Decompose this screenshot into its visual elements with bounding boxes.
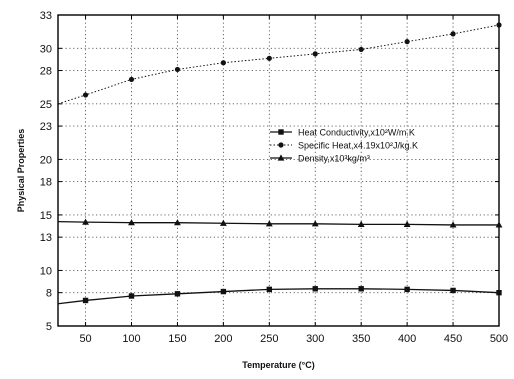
x-tick-label: 150 (168, 333, 186, 345)
data-point (450, 31, 456, 37)
series-line (57, 288, 500, 305)
data-point (265, 220, 273, 227)
x-tick-label: 300 (306, 333, 324, 345)
legend-label: Heat Conductivity,x10²W/m.K (298, 128, 415, 138)
data-point (449, 221, 457, 228)
legend-label: Density,x10³kg/m³ (298, 154, 370, 164)
y-tick-label: 33 (40, 10, 52, 22)
y-tick-label: 28 (40, 66, 52, 78)
data-point (404, 39, 410, 45)
x-tick-label: 450 (444, 333, 462, 345)
data-point (128, 219, 135, 226)
series-0 (57, 286, 502, 305)
x-tick-label: 250 (260, 333, 278, 345)
data-point (128, 76, 135, 83)
series-layer (57, 22, 503, 305)
x-tick-label: 500 (490, 333, 508, 345)
data-point (496, 289, 502, 296)
y-tick-label: 30 (40, 43, 52, 55)
y-tick-label: 25 (40, 99, 52, 111)
series-2 (57, 218, 503, 228)
data-point (174, 219, 181, 226)
y-tick-label: 8 (46, 288, 52, 300)
x-tick-label: 50 (79, 333, 91, 345)
data-point (311, 220, 319, 227)
legend-marker (278, 129, 284, 135)
data-point (312, 51, 318, 57)
data-point (174, 66, 181, 73)
data-point (450, 287, 456, 294)
data-point (404, 286, 410, 293)
y-tick-label: 10 (40, 265, 52, 277)
legend-marker (278, 142, 284, 148)
data-point (174, 291, 181, 297)
legend-marker (277, 154, 285, 161)
data-point (220, 60, 226, 66)
data-point (82, 297, 89, 304)
y-tick-label: 20 (40, 154, 52, 166)
series-1 (57, 22, 502, 105)
data-point (495, 221, 503, 228)
x-tick-label: 400 (398, 333, 416, 345)
data-point (358, 286, 364, 292)
data-point (82, 92, 89, 98)
data-point (496, 22, 502, 28)
x-tick-label: 100 (122, 333, 140, 345)
legend-item: Density,x10³kg/m³ (270, 154, 370, 164)
y-tick-label: 15 (40, 210, 52, 222)
data-point (312, 286, 318, 292)
data-point (82, 218, 89, 225)
grid-layer (58, 15, 499, 326)
data-point (219, 219, 227, 226)
x-tick-label: 350 (352, 333, 370, 345)
legend-label: Specific Heat,x4.19x10²J/kg.K (298, 141, 418, 151)
y-tick-label: 23 (40, 121, 52, 133)
y-tick-label: 5 (46, 321, 52, 333)
plot-frame (57, 14, 500, 327)
legend-item: Heat Conductivity,x10²W/m.K (270, 128, 415, 138)
x-tick-label: 200 (214, 333, 232, 345)
data-point (357, 220, 365, 227)
y-axis-title: Physical Properties (16, 129, 26, 213)
series-line (57, 24, 500, 105)
data-point (266, 55, 272, 61)
data-point (403, 220, 411, 227)
y-tick-label: 18 (40, 177, 52, 189)
series-line (57, 220, 499, 226)
x-axis-title: Temperature (°C) (242, 360, 314, 370)
data-point (266, 286, 273, 293)
data-point (358, 46, 364, 53)
tick-layer: 50 100 150 200 250 300 350 400 450 500 5 8 10 13 15 18 2… (40, 10, 508, 345)
y-tick-label: 13 (40, 232, 52, 244)
data-point (128, 293, 135, 299)
legend: Heat Conductivity,x10²W/m.K Specific Heat… (270, 128, 418, 164)
legend-item: Specific Heat,x4.19x10²J/kg.K (270, 141, 418, 151)
data-point (220, 288, 227, 295)
